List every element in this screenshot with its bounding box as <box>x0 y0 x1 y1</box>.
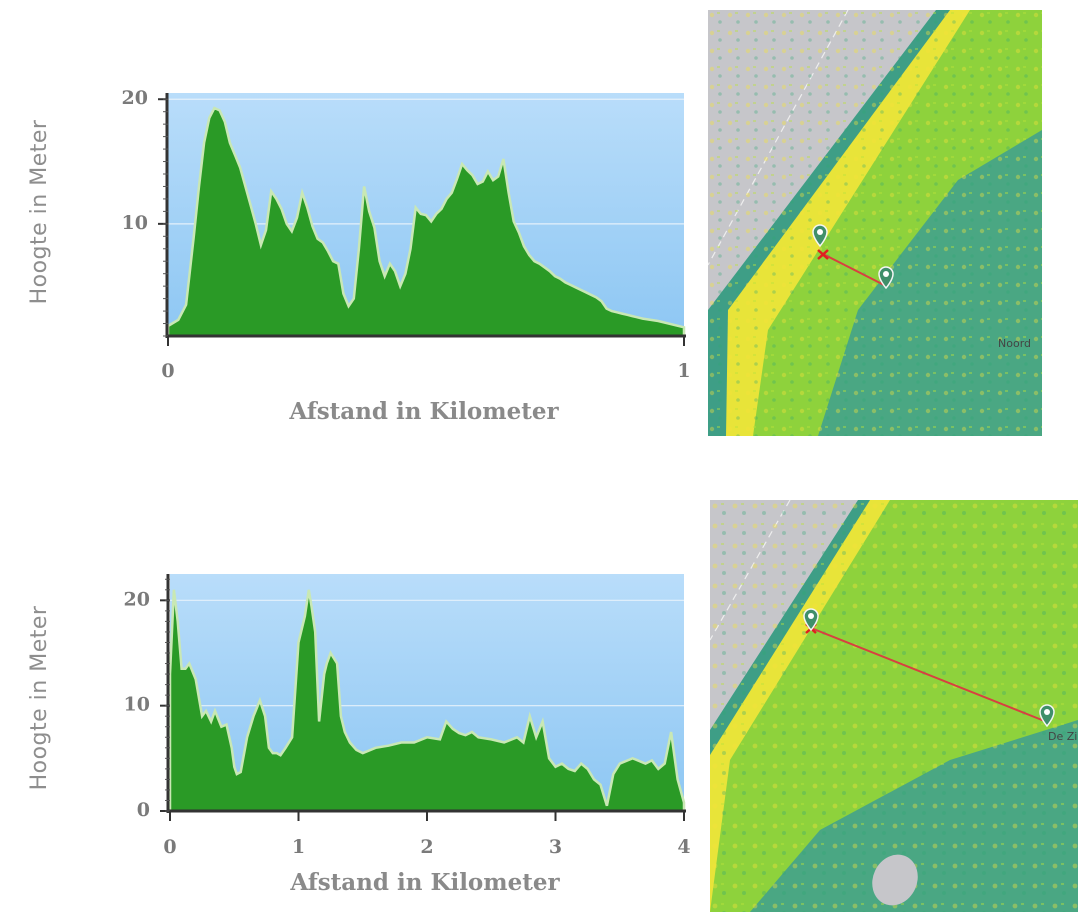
y-tick-label: 20 <box>122 87 148 109</box>
x-tick-label: 4 <box>677 836 690 858</box>
ticks: 0 10 20 0 1 2 3 4 <box>124 578 691 858</box>
elevation-map-1[interactable]: Noord <box>708 10 1042 436</box>
y-axis-label: Hoogte in Meter <box>27 605 52 790</box>
elevation-area <box>168 589 686 813</box>
profile-line <box>810 627 1048 723</box>
x-axis-label: Afstand in Kilometer <box>289 869 560 896</box>
y-tick-label: 10 <box>122 212 148 234</box>
lake <box>872 854 918 906</box>
elevation-map-2[interactable]: De Zil <box>710 500 1078 912</box>
x-tick-label: 0 <box>163 836 176 858</box>
elevation-area <box>166 106 686 338</box>
y-axis-label: Hoogte in Meter <box>27 119 52 304</box>
x-tick-label: 1 <box>677 360 690 382</box>
x-tick-label: 2 <box>420 836 433 858</box>
x-tick-label: 3 <box>549 836 562 858</box>
ticks: 10 20 0 1 <box>122 87 691 382</box>
elevation-chart-1: 10 20 0 1 Hoogte in Meter Afstand in Kilome… <box>27 87 691 425</box>
location-pin-icon[interactable] <box>812 224 828 248</box>
location-pin-icon[interactable] <box>1039 704 1055 728</box>
elevation-chart-2: 0 10 20 0 1 2 3 4 Hoogte in Meter Afstand in Ki… <box>27 574 691 896</box>
place-label: Noord <box>998 337 1031 350</box>
cross-marker-icon <box>817 249 829 260</box>
x-tick-label: 0 <box>161 360 174 382</box>
y-tick-label: 20 <box>124 588 150 610</box>
y-tick-label: 0 <box>137 799 150 821</box>
location-pin-icon[interactable] <box>803 608 819 632</box>
x-axis-label: Afstand in Kilometer <box>288 398 559 425</box>
place-label: De Zil <box>1048 730 1078 743</box>
terrain-texture <box>710 500 1078 912</box>
profile-line <box>822 253 887 287</box>
terrain-texture <box>708 10 1042 436</box>
location-pin-icon[interactable] <box>878 266 894 290</box>
y-tick-label: 10 <box>124 694 150 716</box>
x-tick-label: 1 <box>292 836 305 858</box>
